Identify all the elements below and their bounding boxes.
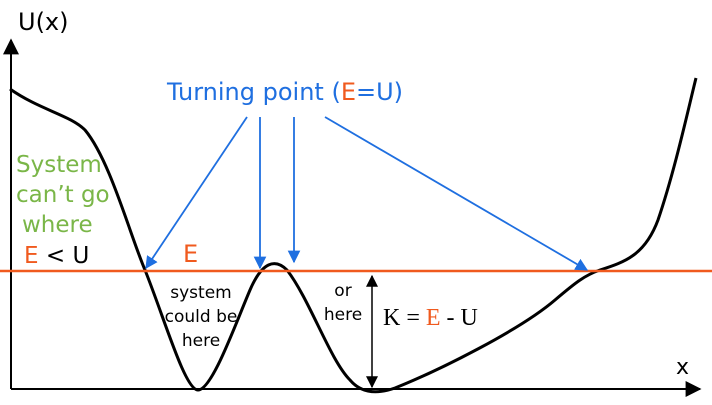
allowed-right-line2: here bbox=[324, 305, 362, 325]
potential-curve bbox=[9, 77, 698, 394]
forbidden-note-line2: can’t go bbox=[16, 182, 110, 208]
energy-label: E bbox=[183, 240, 198, 268]
allowed-left-line3: here bbox=[182, 331, 220, 351]
turning-point-arrow-4 bbox=[324, 116, 589, 271]
x-axis-label: x bbox=[676, 355, 689, 380]
allowed-right-line1: or bbox=[334, 281, 351, 301]
forbidden-note-line3: where bbox=[22, 212, 93, 238]
turning-point-label: Turning point (E=U) bbox=[166, 78, 403, 106]
y-axis-label: U(x) bbox=[18, 8, 69, 36]
kinetic-energy-equation: K = E - U bbox=[383, 305, 478, 331]
forbidden-note-line1: System bbox=[16, 152, 102, 178]
allowed-left-line2: could be bbox=[165, 307, 238, 327]
forbidden-condition: E < U bbox=[24, 243, 89, 269]
allowed-left-line1: system bbox=[170, 283, 231, 303]
turning-point-arrow-1 bbox=[145, 116, 248, 270]
